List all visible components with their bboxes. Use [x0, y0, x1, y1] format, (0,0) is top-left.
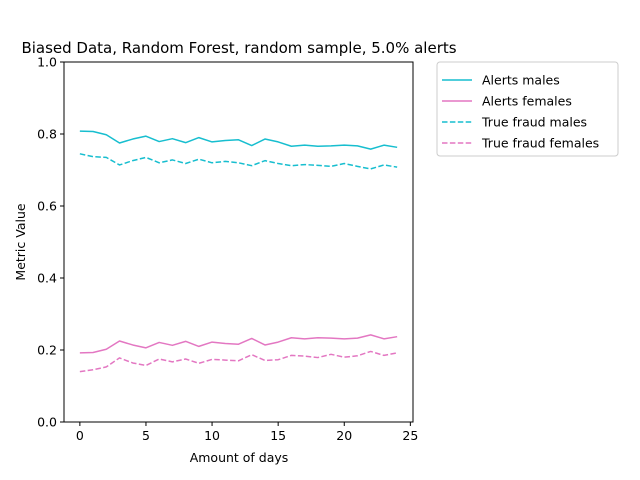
legend-label: Alerts females	[482, 94, 572, 109]
chart-title: Biased Data, Random Forest, random sampl…	[21, 39, 456, 57]
legend-frame	[436, 61, 619, 157]
x-tick-label: 10	[204, 428, 220, 443]
x-tick-label: 15	[270, 428, 286, 443]
x-tick-label: 25	[402, 428, 418, 443]
series-line-2	[79, 153, 398, 170]
x-tick-label: 20	[336, 428, 352, 443]
y-tick-label: 0.4	[37, 271, 57, 286]
legend-label: True fraud males	[481, 115, 587, 130]
x-tick-label: 5	[142, 428, 150, 443]
legend: Alerts males Alerts females True fraud mal…	[436, 61, 619, 157]
y-tick-label: 1.0	[37, 55, 57, 70]
x-axis-label: Amount of days	[190, 450, 289, 465]
y-tick-label: 0.8	[37, 127, 57, 142]
plot-lines	[79, 130, 398, 373]
y-axis-label: Metric Value	[13, 203, 28, 280]
y-axis: 0.0 0.2 0.4 0.6 0.8 1.0	[37, 55, 64, 430]
legend-label: True fraud females	[481, 136, 599, 151]
x-tick-label: 0	[76, 428, 84, 443]
y-tick-label: 0.2	[37, 343, 57, 358]
legend-label: Alerts males	[482, 73, 560, 88]
y-tick-label: 0.6	[37, 199, 57, 214]
series-line-3	[79, 350, 398, 373]
series-line-1	[79, 334, 398, 354]
x-axis: 0 5 10 15 20 25	[76, 422, 418, 443]
series-line-0	[79, 130, 398, 150]
y-tick-label: 0.0	[37, 415, 57, 430]
plot-frame	[63, 61, 414, 423]
